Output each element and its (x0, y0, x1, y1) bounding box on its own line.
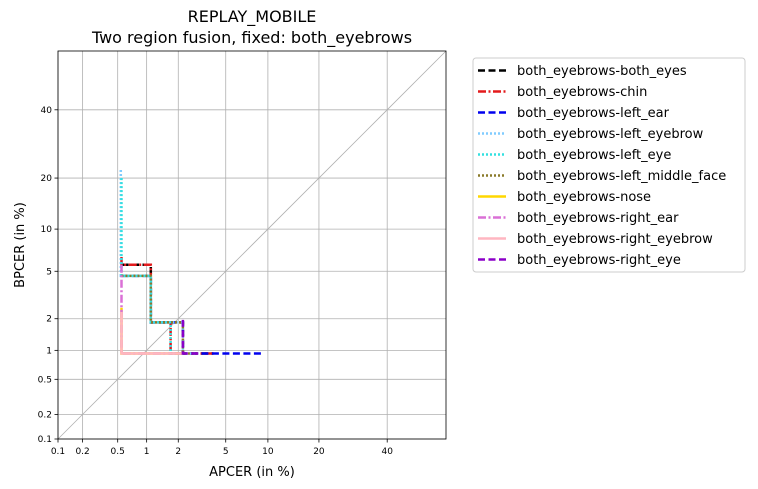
legend-label: both_eyebrows-nose (517, 190, 651, 205)
legend-label: both_eyebrows-chin (517, 85, 647, 100)
legend-label: both_eyebrows-right_eyebrow (517, 232, 713, 247)
x-tick-label: 5 (223, 447, 229, 457)
series-line-4 (119, 170, 199, 355)
series-line-3 (121, 274, 261, 355)
legend-label: both_eyebrows-left_eye (517, 148, 671, 163)
x-tick-label: 10 (262, 447, 274, 457)
y-axis-ticks: 0.1 0.2 0.5 1 2 5 10 20 40 (38, 106, 58, 445)
series-line-1 (121, 263, 214, 355)
series-line-10 (181, 319, 199, 355)
legend-label: both_eyebrows-left_middle_face (517, 169, 726, 184)
x-tick-label: 1 (144, 447, 150, 457)
legend: both_eyebrows-both_eyes both_eyebrows-chi… (472, 57, 746, 273)
y-tick-label: 10 (41, 225, 53, 235)
chart-title: REPLAY_MOBILE (188, 7, 317, 27)
chart-subtitle: Two region fusion, fixed: both_eyebrows (91, 28, 412, 48)
y-axis-label: BPCER (in %) (13, 202, 28, 288)
y-tick-label: 2 (46, 315, 52, 325)
y-tick-label: 0.1 (38, 435, 52, 445)
x-tick-label: 0.1 (51, 447, 65, 457)
series-line-9 (120, 312, 183, 355)
y-tick-label: 0.5 (38, 375, 52, 385)
x-axis-ticks: 0.1 0.2 0.5 1 2 5 10 20 40 (51, 439, 393, 457)
plot-area (57, 50, 447, 440)
y-tick-label: 1 (46, 346, 52, 356)
legend-label: both_eyebrows-both_eyes (517, 64, 687, 79)
x-tick-label: 40 (381, 447, 393, 457)
series-line-6 (121, 274, 199, 355)
grid (57, 51, 446, 440)
y-tick-label: 5 (46, 267, 52, 277)
legend-label: both_eyebrows-right_eye (517, 253, 681, 268)
diagonal-reference-line (57, 50, 447, 440)
series-line-8 (120, 264, 183, 355)
legend-label: both_eyebrows-right_ear (517, 211, 679, 226)
y-tick-label: 0.2 (38, 410, 52, 420)
x-tick-label: 0.2 (75, 447, 89, 457)
x-tick-label: 20 (313, 447, 325, 457)
x-axis-label: APCER (in %) (209, 465, 295, 480)
legend-label: both_eyebrows-left_ear (517, 106, 670, 121)
series-layer (119, 170, 261, 355)
y-tick-label: 40 (41, 106, 53, 116)
legend-label: both_eyebrows-left_eyebrow (517, 127, 704, 142)
y-tick-label: 20 (41, 174, 53, 184)
x-tick-label: 0.5 (111, 447, 125, 457)
series-line-7 (120, 307, 183, 355)
x-tick-label: 2 (175, 447, 181, 457)
legend-box (472, 57, 746, 273)
